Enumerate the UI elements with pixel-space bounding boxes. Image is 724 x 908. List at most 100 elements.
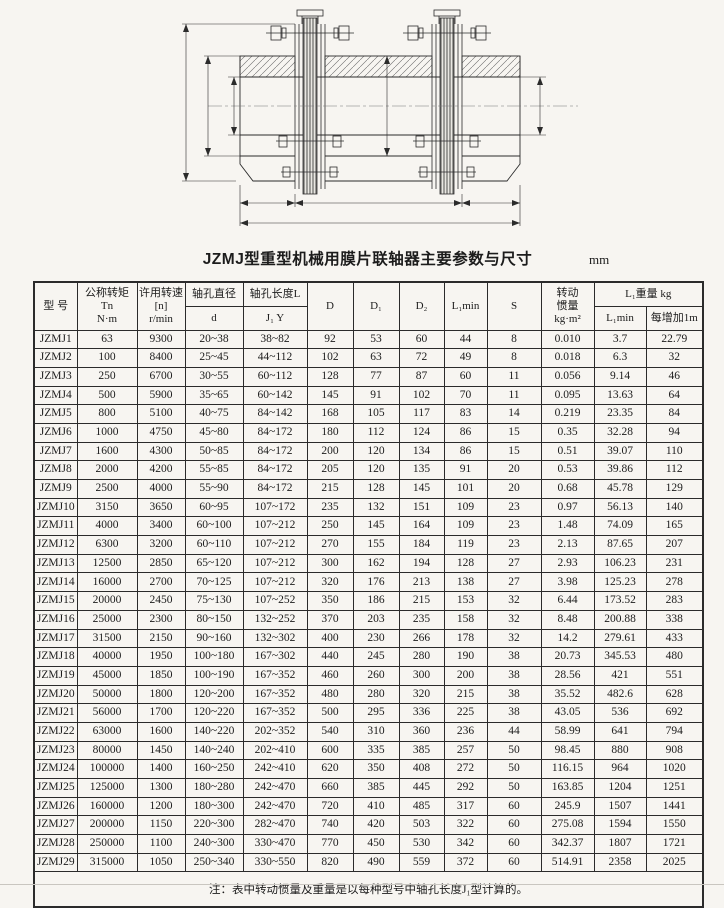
table-row: JZMJ2 100 8400 25~45 44~112 102 63 72 49 8 0.018 6.… bbox=[33, 348, 704, 368]
table-row: JZMJ11 4000 3400 60~100 107~212 250 145 164 109 2… bbox=[33, 516, 704, 537]
table-cell: JZMJ26 bbox=[33, 796, 78, 817]
table-row: JZMJ24 100000 1400 160~250 242~410 620 350 408 2… bbox=[33, 759, 704, 779]
table-cell: 270 bbox=[306, 535, 354, 555]
table-cell: 421 bbox=[593, 665, 647, 686]
table-cell: 55~90 bbox=[184, 479, 244, 499]
header-line: kg·m² bbox=[554, 312, 581, 325]
table-cell: 240~300 bbox=[184, 834, 244, 854]
table-cell: 275.08 bbox=[540, 815, 595, 836]
table-cell: 102 bbox=[306, 348, 354, 368]
table-cell: 235 bbox=[306, 497, 354, 518]
col-header-D1: D₁ bbox=[352, 281, 400, 331]
table-row: JZMJ1 63 9300 20~38 38~82 92 53 60 44 8 0.010 3.7 22… bbox=[33, 329, 704, 350]
table-cell: 342 bbox=[443, 834, 488, 854]
table-cell: JZMJ14 bbox=[33, 572, 78, 593]
table-row: JZMJ20 50000 1800 120~200 167~352 480 280 320 21… bbox=[33, 684, 704, 705]
table-cell: 45~80 bbox=[184, 422, 244, 443]
table-cell: 120~220 bbox=[184, 703, 244, 723]
table-cell: 84~172 bbox=[242, 441, 308, 462]
table-cell: 60 bbox=[398, 329, 445, 350]
table-cell: 132~252 bbox=[242, 609, 308, 630]
col-subheader-weight-L1min: L₁min bbox=[593, 305, 647, 331]
table-cell: 0.53 bbox=[540, 460, 595, 480]
table-cell: 120~200 bbox=[184, 684, 244, 705]
table-cell: 40~75 bbox=[184, 404, 244, 424]
table-row: JZMJ8 2000 4200 55~85 84~172 205 120 135 91 20 0.5… bbox=[33, 460, 704, 480]
table-cell: 25000 bbox=[76, 609, 138, 630]
table-cell: 272 bbox=[443, 759, 488, 779]
table-cell: 116.15 bbox=[540, 759, 595, 779]
table-cell: 92 bbox=[306, 329, 354, 350]
table-cell: 63 bbox=[76, 329, 138, 350]
table-cell: 8400 bbox=[136, 348, 186, 368]
table-cell: 213 bbox=[398, 572, 445, 593]
table-cell: 360 bbox=[398, 721, 445, 742]
table-cell: 158 bbox=[443, 609, 488, 630]
table-cell: 6.3 bbox=[593, 348, 647, 368]
table-cell: 105 bbox=[352, 404, 400, 424]
table-cell: 132~302 bbox=[242, 628, 308, 649]
table-cell: 3150 bbox=[76, 497, 138, 518]
table-cell: JZMJ25 bbox=[33, 778, 78, 798]
table-cell: 32 bbox=[645, 348, 704, 368]
table-cell: JZMJ6 bbox=[33, 422, 78, 443]
table-cell: 3.98 bbox=[540, 572, 595, 593]
table-cell: JZMJ24 bbox=[33, 759, 78, 779]
col-subheader-d: d bbox=[184, 305, 244, 331]
table-cell: 44~112 bbox=[242, 348, 308, 368]
table-cell: 300 bbox=[398, 665, 445, 686]
table-row: JZMJ25 125000 1300 180~280 242~470 660 385 445 2… bbox=[33, 778, 704, 798]
table-cell: 1251 bbox=[645, 778, 704, 798]
table-cell: JZMJ9 bbox=[33, 479, 78, 499]
table-cell: 908 bbox=[645, 740, 704, 761]
table-cell: JZMJ28 bbox=[33, 834, 78, 854]
table-cell: 167~352 bbox=[242, 665, 308, 686]
table-cell: 794 bbox=[645, 721, 704, 742]
table-cell: 165 bbox=[645, 516, 704, 537]
col-subheader-weight-per-m: 每增加1m bbox=[645, 305, 704, 331]
table-cell: JZMJ8 bbox=[33, 460, 78, 480]
table-cell: 8.48 bbox=[540, 609, 595, 630]
spec-table: 型 号 公称转矩 Tn N·m 许用转速 [n] r/min 轴孔直径 轴孔长度… bbox=[33, 281, 704, 908]
table-row: JZMJ5 800 5100 40~75 84~142 168 105 117 83 14 0.21… bbox=[33, 404, 704, 424]
table-cell: 400 bbox=[306, 628, 354, 649]
table-cell: 250 bbox=[76, 366, 138, 387]
table-cell: 350 bbox=[352, 759, 400, 779]
table-cell: 207 bbox=[645, 535, 704, 555]
table-cell: 100~180 bbox=[184, 647, 244, 667]
table-cell: 6.44 bbox=[540, 591, 595, 611]
table-cell: 60 bbox=[443, 366, 488, 387]
table-cell: 440 bbox=[306, 647, 354, 667]
table-row: JZMJ16 25000 2300 80~150 132~252 370 203 235 158… bbox=[33, 609, 704, 630]
table-cell: 145 bbox=[398, 479, 445, 499]
header-line: 转动 bbox=[556, 287, 579, 300]
table-cell: 540 bbox=[306, 721, 354, 742]
table-cell: 124 bbox=[398, 422, 445, 443]
table-cell: 32 bbox=[486, 628, 542, 649]
table-cell: 2500 bbox=[76, 479, 138, 499]
table-cell: 77 bbox=[352, 366, 400, 387]
table-cell: 8 bbox=[486, 348, 542, 368]
table-cell: 350 bbox=[306, 591, 354, 611]
table-row: JZMJ18 40000 1950 100~180 167~302 440 245 280 19… bbox=[33, 647, 704, 667]
table-cell: 35.52 bbox=[540, 684, 595, 705]
table-cell: 70 bbox=[443, 385, 488, 406]
table-cell: 445 bbox=[398, 778, 445, 798]
table-cell: 100000 bbox=[76, 759, 138, 779]
table-cell: 279.61 bbox=[593, 628, 647, 649]
table-cell: 119 bbox=[443, 535, 488, 555]
table-cell: 155 bbox=[352, 535, 400, 555]
table-cell: 503 bbox=[398, 815, 445, 836]
table-cell: 0.010 bbox=[540, 329, 595, 350]
table-cell: 551 bbox=[645, 665, 704, 686]
table-cell: 102 bbox=[398, 385, 445, 406]
table-cell: 180~280 bbox=[184, 778, 244, 798]
table-cell: 135 bbox=[398, 460, 445, 480]
table-cell: 60~112 bbox=[242, 366, 308, 387]
table-cell: 292 bbox=[443, 778, 488, 798]
table-cell: 65~120 bbox=[184, 553, 244, 574]
table-cell: 200 bbox=[306, 441, 354, 462]
table-cell: 9300 bbox=[136, 329, 186, 350]
table-cell: 485 bbox=[398, 796, 445, 817]
table-cell: 536 bbox=[593, 703, 647, 723]
